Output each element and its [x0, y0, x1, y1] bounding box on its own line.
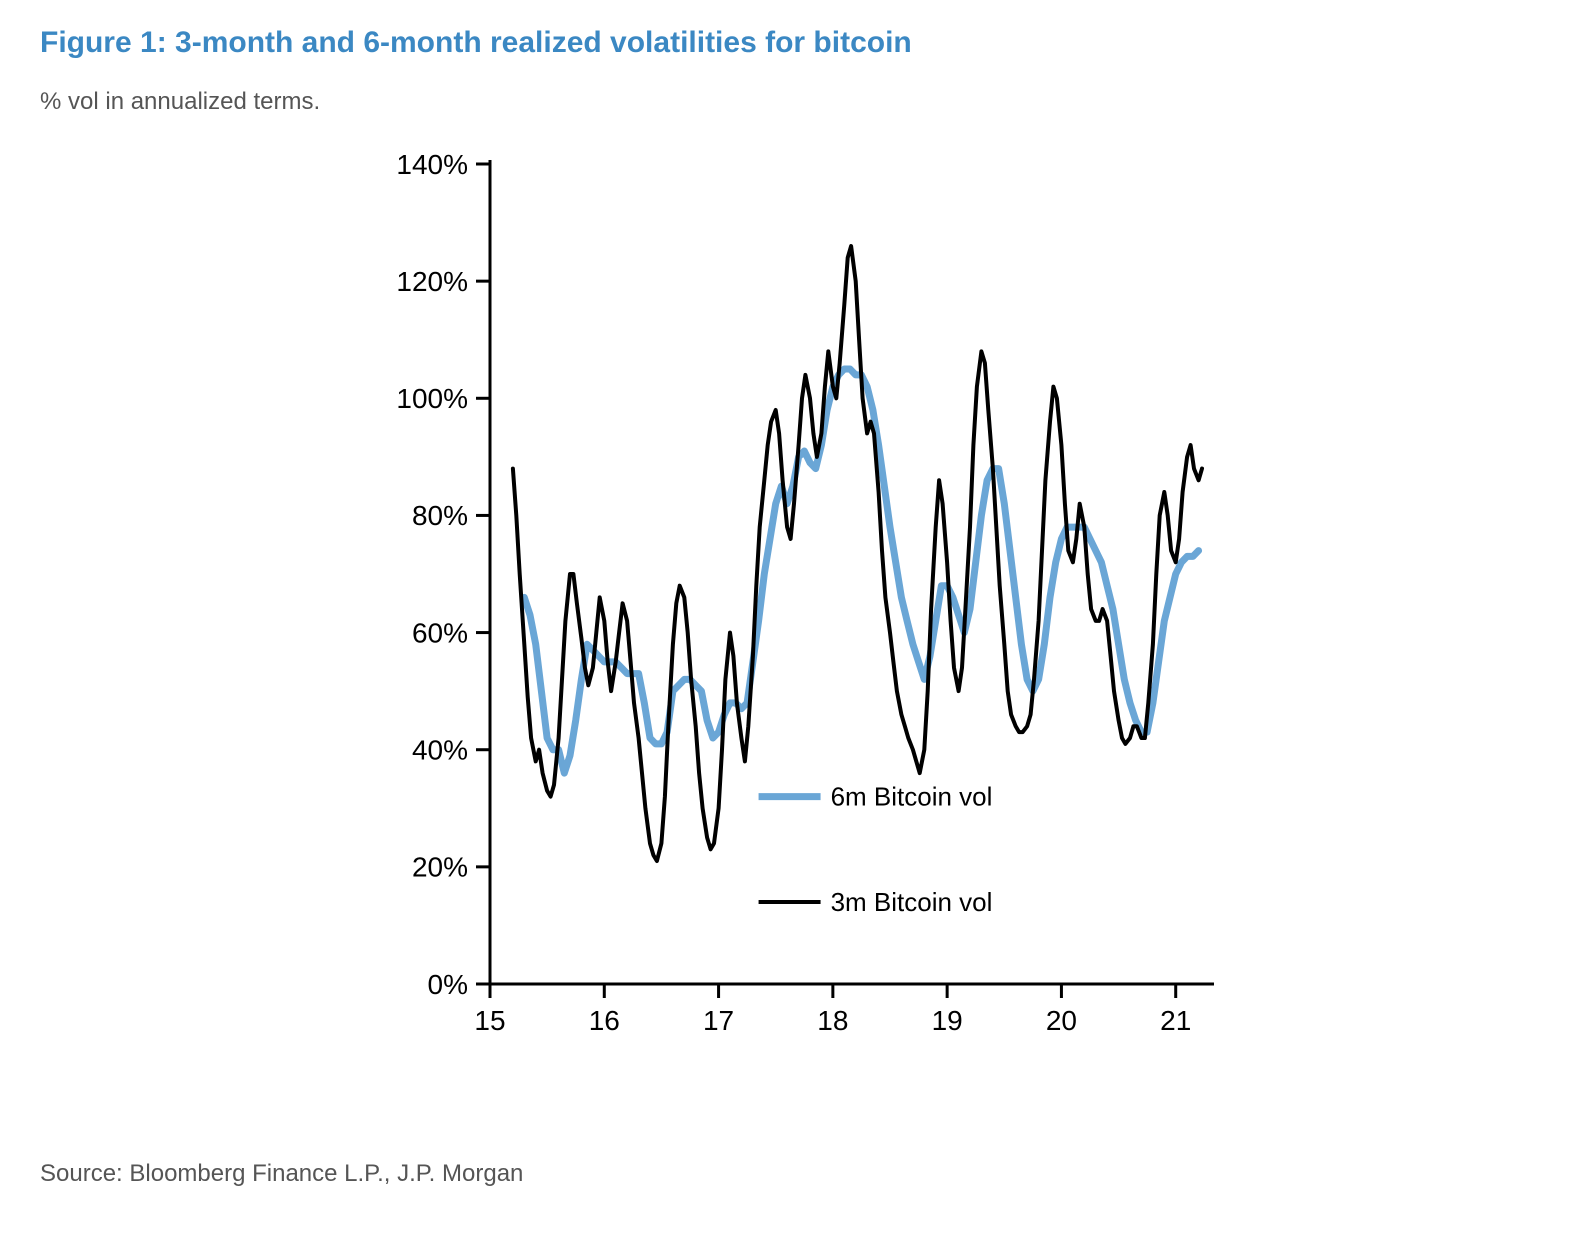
y-tick-label: 80% — [412, 500, 468, 531]
x-tick-label: 21 — [1160, 1005, 1191, 1036]
chart-background — [360, 134, 1240, 1084]
figure-title: Figure 1: 3-month and 6-month realized v… — [40, 26, 1556, 60]
chart-container: 0% 20% 40% 60% 80% 100% 120% 140% 15 16 17 18 19 20 21… — [360, 134, 1556, 1084]
y-tick-label: 60% — [412, 617, 468, 648]
figure-subtitle: % vol in annualized terms. — [40, 88, 1556, 116]
y-tick-label: 20% — [412, 852, 468, 883]
x-tick-label: 17 — [703, 1005, 734, 1036]
y-tick-label: 140% — [396, 149, 468, 180]
y-tick-label: 0% — [428, 969, 468, 1000]
legend-label: 3m Bitcoin vol — [831, 887, 993, 917]
volatility-line-chart: 0% 20% 40% 60% 80% 100% 120% 140% 15 16 17 18 19 20 21… — [360, 134, 1240, 1084]
figure-source: Source: Bloomberg Finance L.P., J.P. Mor… — [40, 1160, 523, 1188]
y-tick-label: 100% — [396, 383, 468, 414]
x-tick-label: 18 — [817, 1005, 848, 1036]
x-tick-label: 15 — [474, 1005, 505, 1036]
x-tick-label: 16 — [589, 1005, 620, 1036]
x-tick-label: 20 — [1046, 1005, 1077, 1036]
legend-label: 6m Bitcoin vol — [831, 782, 993, 812]
y-tick-label: 40% — [412, 735, 468, 766]
y-tick-label: 120% — [396, 266, 468, 297]
x-tick-label: 19 — [932, 1005, 963, 1036]
figure-page: Figure 1: 3-month and 6-month realized v… — [0, 0, 1596, 1248]
